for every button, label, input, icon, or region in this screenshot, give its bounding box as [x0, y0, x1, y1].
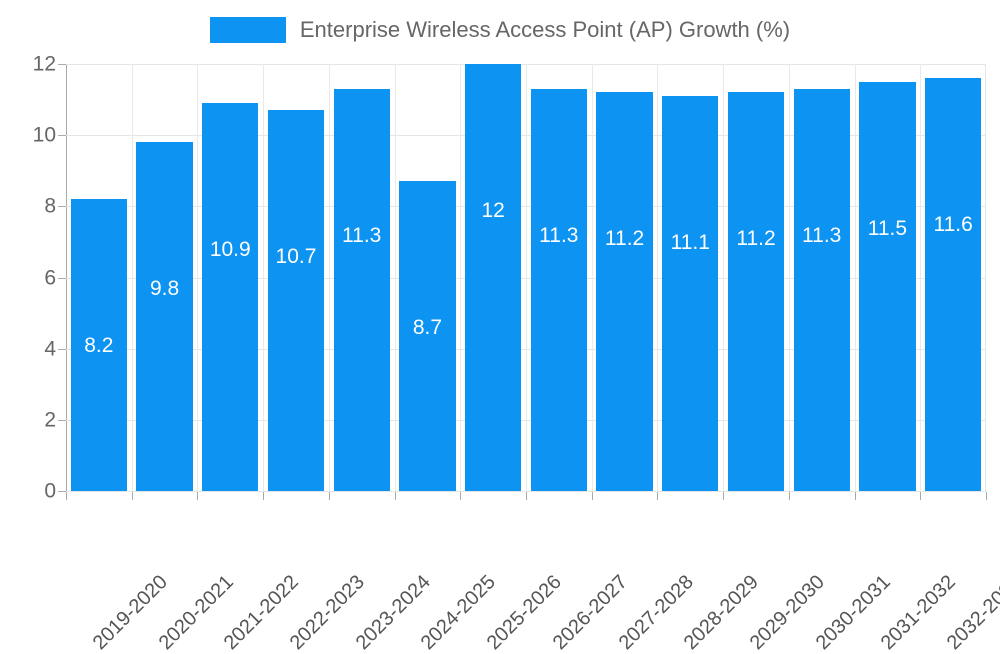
y-axis-tick-mark [58, 206, 66, 208]
bar-value-label: 11.2 [736, 227, 776, 251]
bar[interactable] [136, 142, 193, 491]
y-axis-tick-mark [58, 491, 66, 492]
y-axis-tick-mark [58, 135, 66, 137]
gridline-vertical [526, 64, 527, 491]
gridline-vertical [789, 64, 790, 491]
bar-value-label: 9.8 [149, 277, 180, 301]
bar-value-label: 10.9 [209, 238, 251, 262]
x-axis-tick-mark [395, 492, 396, 500]
gridline-vertical [329, 64, 330, 491]
x-axis-tick-mark [460, 492, 461, 500]
bar-value-label: 10.7 [275, 245, 317, 269]
x-axis-tick-mark [723, 492, 724, 500]
y-axis-tick-mark [58, 348, 66, 350]
legend-label-series-0[interactable]: Enterprise Wireless Access Point (AP) Gr… [299, 17, 791, 42]
bar[interactable] [202, 103, 259, 491]
bar-value-label: 11.3 [539, 223, 579, 247]
x-axis-tick-mark [66, 492, 67, 500]
bar[interactable] [925, 78, 982, 491]
x-axis-tick-mark [855, 492, 856, 500]
bar-value-label: 11.5 [867, 216, 908, 240]
gridline-vertical [460, 64, 461, 491]
bar[interactable] [70, 199, 127, 491]
x-axis-tick-mark [592, 492, 593, 500]
bar[interactable] [530, 88, 587, 491]
y-axis-tick-label: 8 [44, 194, 56, 218]
gridline-vertical [657, 64, 658, 491]
y-axis-ticks: 0 2 4 6 8 10 12 [0, 54, 66, 502]
bar[interactable] [399, 181, 456, 491]
chart-legend: Enterprise Wireless Access Point (AP) Gr… [0, 10, 1000, 50]
gridline-vertical [263, 64, 264, 491]
bar-chart: Enterprise Wireless Access Point (AP) Gr… [0, 10, 1000, 654]
bar-value-label: 11.6 [933, 213, 973, 237]
bar[interactable] [793, 88, 850, 491]
y-axis-tick-mark [58, 277, 66, 279]
bar[interactable] [662, 96, 719, 491]
bar[interactable] [596, 92, 653, 491]
bar-value-label: 8.7 [412, 316, 443, 340]
x-axis-tick-mark [986, 492, 987, 500]
gridline-vertical [132, 64, 133, 491]
gridline-vertical [592, 64, 593, 491]
y-axis-tick-label: 10 [32, 123, 56, 147]
y-axis-tick-label: 0 [44, 479, 56, 503]
gridline-horizontal [66, 491, 986, 492]
x-axis-tick-mark [920, 492, 921, 500]
x-axis-tick-mark [789, 492, 790, 500]
y-axis-tick-label: 2 [44, 408, 56, 432]
bar[interactable] [727, 92, 785, 491]
bar-value-label: 11.3 [802, 223, 842, 247]
gridline-vertical [855, 64, 856, 491]
y-axis-tick-mark [58, 419, 66, 421]
plot-area: 8.2 9.8 10.9 10.7 11.3 8.7 12 11.3 11.2 11.1 11.2 1… [66, 64, 986, 492]
bar-value-label: 11.2 [604, 227, 645, 251]
gridline-vertical [723, 64, 724, 491]
gridline-vertical [920, 64, 921, 491]
x-axis-tick-mark [329, 492, 330, 500]
bar-value-label: 11.3 [342, 223, 382, 247]
x-axis-tick-mark [132, 492, 133, 500]
bar[interactable] [333, 88, 390, 491]
legend-swatch-series-0[interactable] [209, 17, 286, 43]
x-axis-tick-mark [526, 492, 527, 500]
bar-value-label: 8.2 [84, 334, 114, 358]
x-axis-tick-mark [657, 492, 658, 500]
y-axis-tick-mark [58, 64, 66, 65]
bar[interactable] [267, 110, 325, 491]
x-axis-tick-mark [197, 492, 198, 500]
y-axis-tick-label: 4 [44, 337, 56, 361]
y-axis-tick-label: 6 [44, 266, 56, 289]
gridline-vertical [197, 64, 198, 491]
bar-value-label: 12 [481, 199, 505, 222]
x-axis-tick-mark [263, 492, 264, 500]
y-axis-tick-label: 12 [32, 52, 56, 76]
bar[interactable] [465, 64, 522, 491]
bar[interactable] [859, 81, 916, 491]
gridline-vertical [395, 64, 396, 491]
bar-value-label: 11.1 [670, 231, 710, 255]
